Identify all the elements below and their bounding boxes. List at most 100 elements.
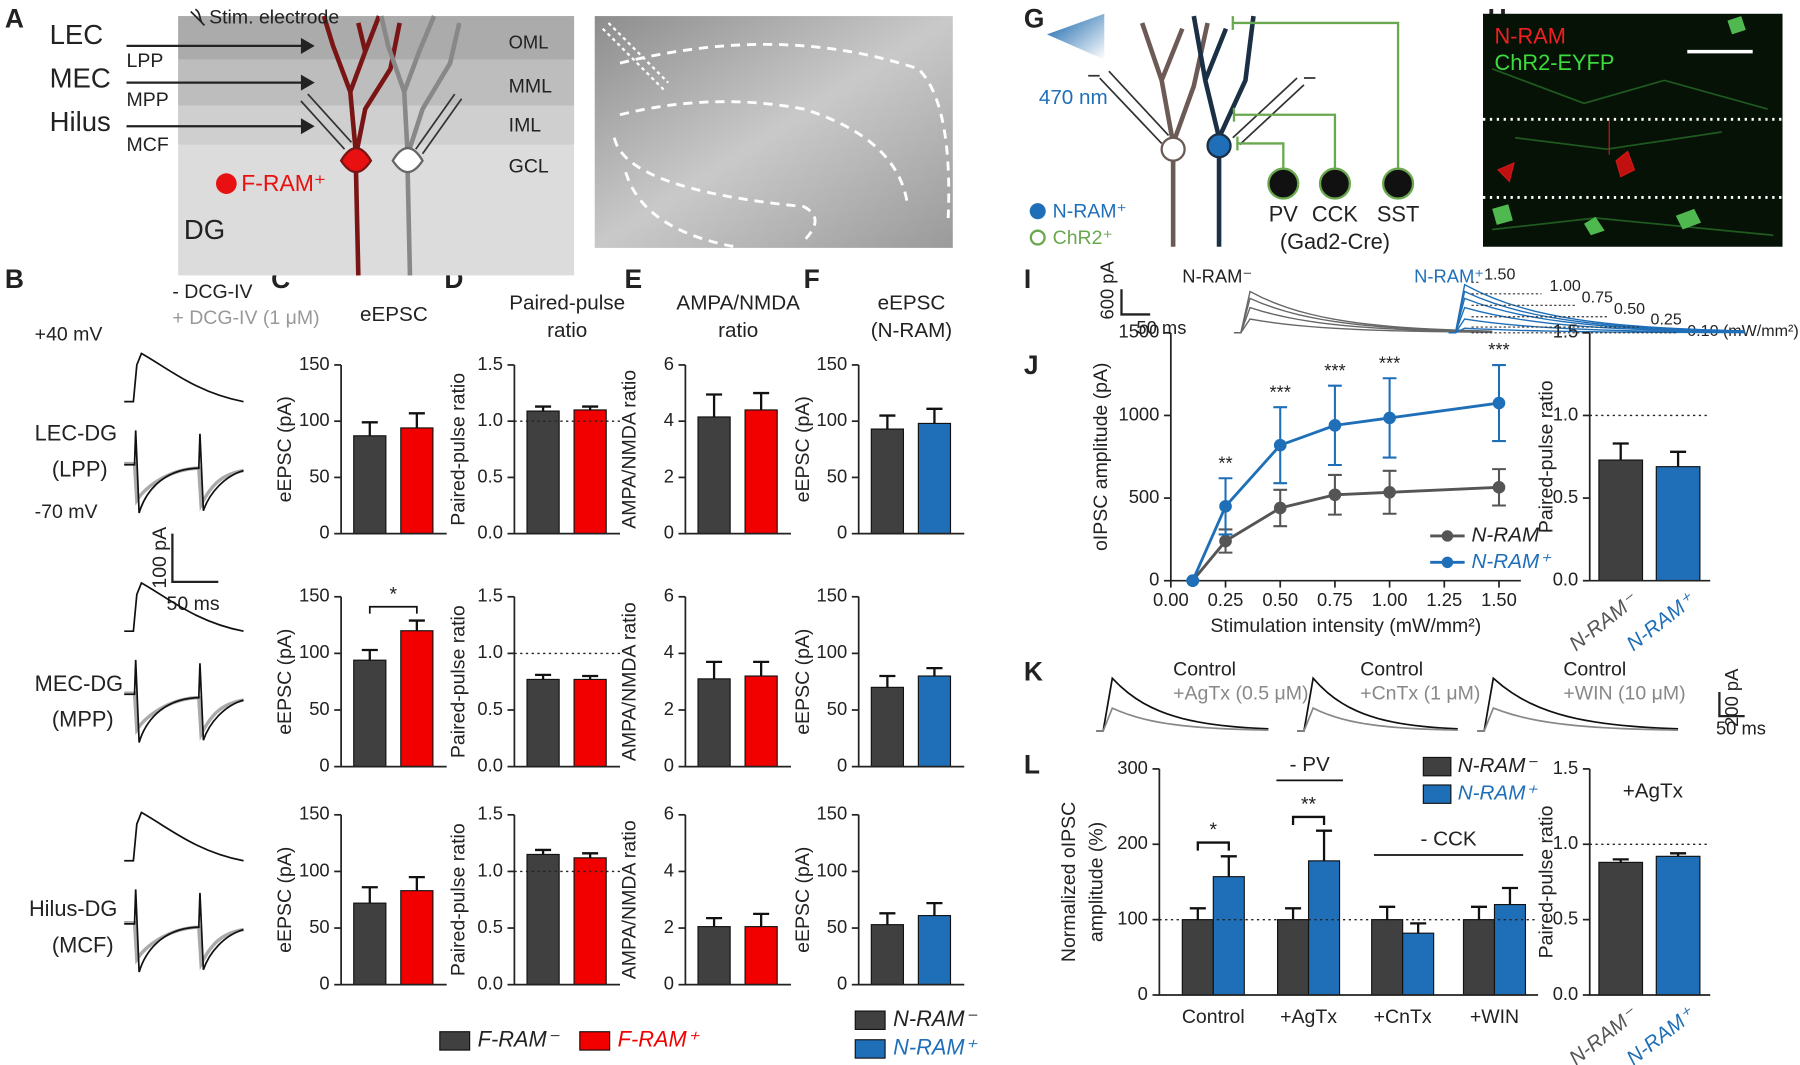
legend-label: N-RAM⁺ <box>893 1035 977 1060</box>
bar <box>353 659 387 768</box>
y-tick-label: 0 <box>837 754 847 775</box>
error-bar <box>926 407 943 424</box>
neuron <box>1191 15 1256 247</box>
bar <box>1655 855 1701 996</box>
y-tick-label: 4 <box>664 641 674 662</box>
y-tick-label: 0.0 <box>1553 983 1579 1004</box>
point <box>1383 485 1396 499</box>
y-tick-label: 1000 <box>1119 403 1160 424</box>
condition-label: Control <box>1173 658 1236 680</box>
point <box>1328 488 1342 502</box>
error-bar <box>535 848 552 855</box>
error-bar <box>1379 905 1396 920</box>
panel-i-traces: 600 pA 50 ms N-RAM⁻ N-RAM⁺ 1.50 1.00 0.7… <box>1097 261 1799 340</box>
bar <box>870 686 905 768</box>
x-tick-label: 1.50 <box>1481 589 1517 610</box>
y-tick-label: 1.5 <box>477 353 503 374</box>
error-bar <box>706 660 723 679</box>
scale-bar <box>171 533 219 583</box>
electrode-icon <box>190 8 206 26</box>
bar <box>870 924 905 986</box>
y-axis-label: Paired-pulse ratio <box>1535 380 1557 533</box>
panel-h-image: N-RAM ChR2-EYFP <box>1482 13 1783 247</box>
y-axis-label: Paired-pulse ratio <box>447 605 469 758</box>
bar <box>526 410 560 535</box>
y-axis-label: eEPSC (pA) <box>792 847 814 953</box>
trace <box>1477 676 1679 732</box>
legend-marker <box>1029 203 1046 220</box>
channel-label: N-RAM <box>1494 24 1565 49</box>
error-bar <box>879 912 896 925</box>
legend-marker <box>1029 229 1046 246</box>
y-axis-label: AMPA/NMDA ratio <box>618 602 640 761</box>
pathway-label: MCF <box>126 134 168 156</box>
y-tick-label: 6 <box>664 585 674 606</box>
y-tick-label: 150 <box>299 353 330 374</box>
y-axis-label: eEPSC (pA) <box>274 629 296 735</box>
bar <box>1212 876 1245 996</box>
bar <box>400 630 434 768</box>
legend-swatch <box>439 1031 471 1051</box>
micrograph <box>1482 13 1783 247</box>
y-axis-label: AMPA/NMDA ratio <box>618 370 640 529</box>
trace <box>1448 306 1745 334</box>
pathway-label: (MCF) <box>52 933 114 958</box>
error-bar <box>879 674 896 688</box>
error-bar <box>408 619 425 631</box>
y-tick-label: 0.5 <box>477 916 503 937</box>
trace <box>1477 706 1679 732</box>
bar <box>526 853 560 986</box>
y-tick-label: 50 <box>309 916 329 937</box>
intensity-label: 0.25 <box>1651 310 1682 328</box>
bar <box>353 902 387 986</box>
y-tick-label: 0 <box>319 521 329 542</box>
x-tick-label: 1.00 <box>1372 589 1408 610</box>
y-tick-label: 500 <box>1129 486 1160 507</box>
error-bar <box>582 405 599 410</box>
trace-set <box>124 352 244 514</box>
point <box>1219 500 1232 513</box>
trace <box>1096 706 1269 732</box>
panel-letter: J <box>1024 350 1039 380</box>
y-tick-label: 1.0 <box>1553 403 1579 424</box>
y-tick-label: 4 <box>664 409 674 430</box>
legend-label: F-RAM⁻ <box>478 1027 560 1052</box>
red-neuron <box>321 15 402 276</box>
white-soma <box>391 146 424 174</box>
input-label: Hilus-DG <box>29 896 117 921</box>
interneuron-label: CCK <box>1312 202 1358 227</box>
y-tick-label: 50 <box>827 465 847 486</box>
chart-title: Paired-pulse <box>509 292 625 315</box>
bar <box>573 857 607 986</box>
scale-bar <box>1718 692 1745 718</box>
y-tick-label: 50 <box>309 465 329 486</box>
holding-label: +40 mV <box>35 323 103 345</box>
y-tick-label: 4 <box>664 859 674 880</box>
x-tick-label: +AgTx <box>1280 1006 1337 1028</box>
series-line <box>1191 401 1500 582</box>
bar <box>744 409 778 535</box>
bar <box>1655 466 1701 582</box>
scale-label: 50 ms <box>1716 718 1766 739</box>
x-tick-label: Control <box>1182 1006 1245 1028</box>
significance-label: ** <box>1301 794 1317 816</box>
y-tick-label: 0 <box>664 521 674 542</box>
legend-label: N-RAM⁻ <box>893 1006 977 1031</box>
x-tick-label: +WIN <box>1470 1006 1519 1028</box>
bar <box>1402 932 1435 996</box>
point <box>1273 438 1287 452</box>
interneuron <box>1318 167 1352 200</box>
condition-label: Control <box>1360 658 1423 680</box>
point <box>1383 411 1396 425</box>
bar <box>400 890 434 986</box>
y-tick-label: 0 <box>1149 569 1159 590</box>
pathway-label: (MPP) <box>52 706 114 731</box>
y-axis-label: AMPA/NMDA ratio <box>618 820 640 979</box>
bar <box>353 435 387 535</box>
y-tick-label: 0.0 <box>1553 569 1579 590</box>
y-axis-label: Paired-pulse ratio <box>447 373 469 526</box>
error-bar <box>1670 450 1687 467</box>
error-bar <box>706 916 723 927</box>
trace <box>1448 327 1745 334</box>
layer-label: OML <box>509 31 549 52</box>
